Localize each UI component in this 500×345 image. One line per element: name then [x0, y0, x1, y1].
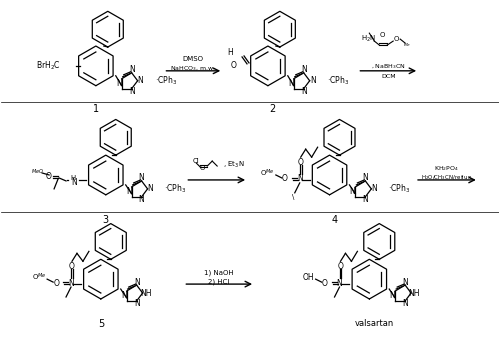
Text: N: N [297, 175, 302, 184]
Text: N: N [116, 79, 121, 88]
Text: 2) HCl: 2) HCl [208, 279, 230, 285]
Text: N: N [390, 292, 395, 300]
Text: valsartan: valsartan [354, 319, 394, 328]
Text: O: O [45, 172, 51, 181]
Text: $^{Me}$: $^{Me}$ [403, 42, 411, 48]
Text: $^{MeO}$: $^{MeO}$ [31, 168, 44, 174]
Text: 1) NaOH: 1) NaOH [204, 270, 234, 276]
Text: O: O [69, 262, 75, 271]
Text: OH: OH [303, 273, 314, 282]
Text: O$^{Me}$: O$^{Me}$ [32, 272, 46, 283]
Text: O: O [394, 36, 399, 42]
Text: O: O [230, 61, 236, 70]
Text: N: N [68, 279, 74, 288]
Text: N: N [138, 76, 143, 85]
Text: H$_2$N: H$_2$N [362, 34, 376, 44]
Text: N: N [362, 195, 368, 204]
Text: H: H [70, 175, 76, 181]
Text: N: N [121, 292, 126, 300]
Text: O: O [380, 32, 385, 38]
Text: N: N [126, 187, 132, 196]
Text: N: N [71, 178, 77, 187]
Text: O: O [322, 279, 328, 288]
Text: NH: NH [140, 288, 151, 297]
Text: O: O [53, 279, 59, 288]
Text: BrH$_2$C: BrH$_2$C [36, 60, 61, 72]
Text: N: N [148, 184, 154, 193]
Text: N: N [301, 87, 306, 96]
Text: NaHCO$_3$, m.w.: NaHCO$_3$, m.w. [170, 65, 216, 73]
Text: ·CPh$_3$: ·CPh$_3$ [326, 75, 349, 87]
Text: N: N [288, 79, 294, 88]
Text: O: O [282, 175, 288, 184]
Text: N: N [129, 65, 134, 74]
Text: ·CPh$_3$: ·CPh$_3$ [388, 183, 410, 195]
Text: ·CPh$_3$: ·CPh$_3$ [164, 183, 187, 195]
Text: N: N [138, 174, 144, 183]
Text: 3: 3 [102, 215, 109, 225]
Text: O: O [298, 158, 304, 167]
Text: $\backslash$: $\backslash$ [290, 192, 295, 202]
Text: N: N [310, 76, 316, 85]
Text: N: N [362, 174, 368, 183]
Text: N: N [134, 299, 140, 308]
Text: KH$_2$PO$_4$: KH$_2$PO$_4$ [434, 165, 460, 174]
Text: ·CPh$_3$: ·CPh$_3$ [154, 75, 177, 87]
Text: 4: 4 [332, 215, 338, 225]
Text: N: N [134, 278, 140, 287]
Text: H: H [228, 48, 233, 58]
Text: , Et$_3$N: , Et$_3$N [223, 160, 244, 170]
Text: N: N [138, 195, 144, 204]
Text: N: N [402, 278, 408, 287]
Text: , NaBH$_3$CN: , NaBH$_3$CN [371, 62, 406, 71]
Text: 5: 5 [98, 319, 104, 329]
Text: O: O [200, 165, 205, 171]
Text: H$_2$O/CH$_3$CN/reflux: H$_2$O/CH$_3$CN/reflux [422, 174, 472, 183]
Text: O: O [338, 262, 344, 271]
Text: N: N [129, 87, 134, 96]
Text: N: N [372, 184, 377, 193]
Text: Cl: Cl [192, 158, 199, 164]
Text: DMSO: DMSO [183, 56, 204, 62]
Text: 2: 2 [270, 104, 276, 114]
Text: N: N [350, 187, 356, 196]
Text: NH: NH [408, 288, 420, 297]
Text: O$^{Me}$: O$^{Me}$ [260, 167, 275, 179]
Text: N: N [402, 299, 408, 308]
Text: DCM: DCM [381, 74, 396, 79]
Text: 1: 1 [93, 104, 99, 114]
Text: N: N [336, 279, 342, 288]
Text: N: N [301, 65, 306, 74]
